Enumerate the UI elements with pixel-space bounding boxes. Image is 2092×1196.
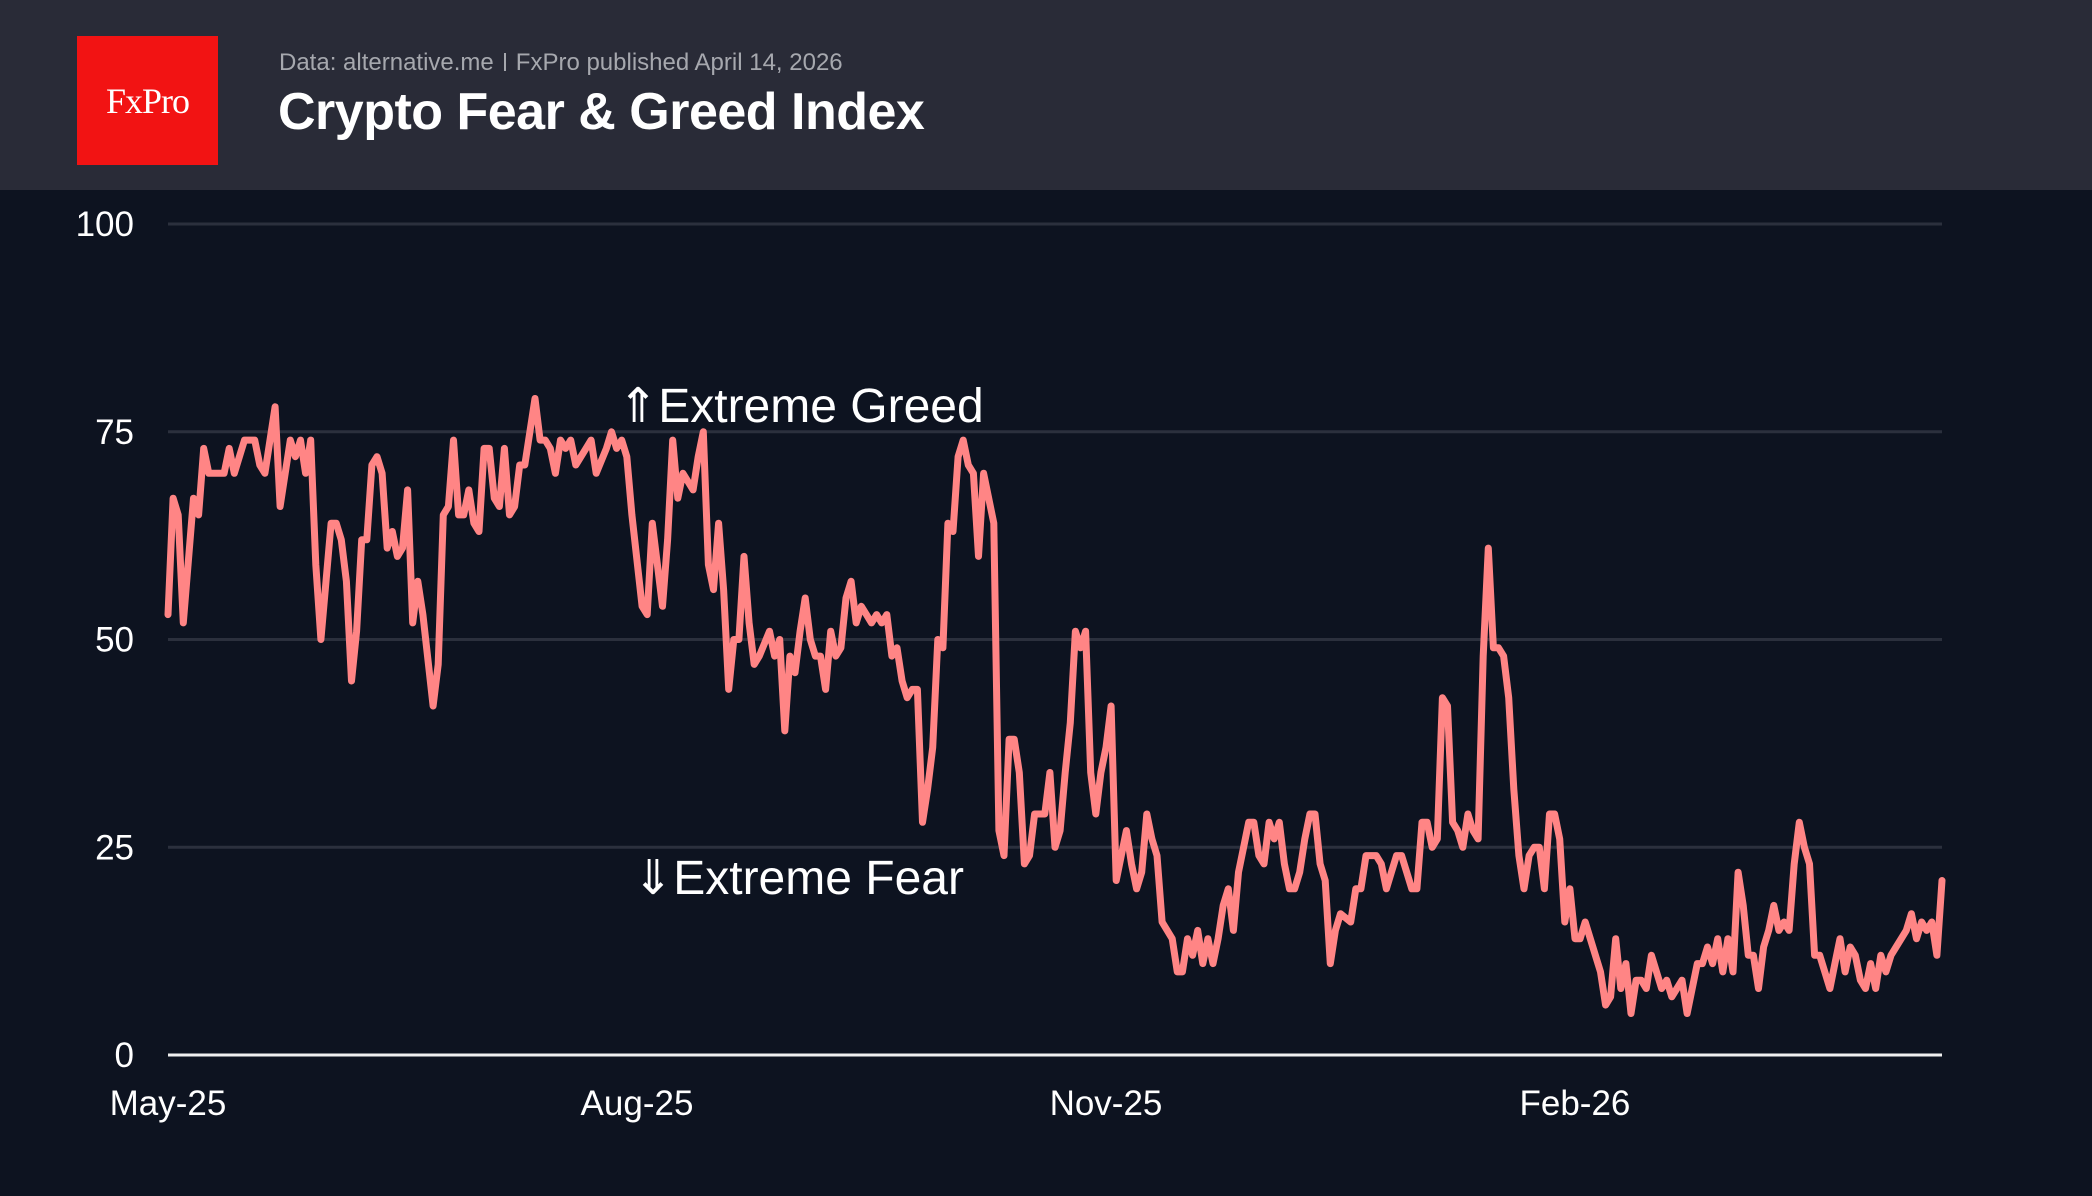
x-tick-label: May-25 xyxy=(110,1084,227,1123)
x-tick-label: Nov-25 xyxy=(1050,1084,1163,1123)
data-source: Data: alternative.me xyxy=(279,49,494,76)
published-date: FxPro published April 14, 2026 xyxy=(515,49,843,76)
fxpro-logo: FxPro xyxy=(77,36,218,165)
subtitle: Data: alternative.me FxPro published Apri… xyxy=(279,49,843,77)
y-tick-label: 0 xyxy=(115,1036,134,1075)
y-tick-label: 75 xyxy=(95,413,134,452)
header: FxPro Data: alternative.me FxPro publishe… xyxy=(0,0,2092,190)
y-tick-label: 100 xyxy=(76,205,134,244)
extreme-greed-annotation: ⇑Extreme Greed xyxy=(618,380,984,433)
separator xyxy=(503,53,506,71)
extreme-fear-annotation: ⇓Extreme Fear xyxy=(633,852,964,905)
x-tick-label: Aug-25 xyxy=(581,1084,694,1123)
series-line xyxy=(164,395,1946,1017)
page-title: Crypto Fear & Greed Index xyxy=(278,83,925,141)
x-tick-label: Feb-26 xyxy=(1520,1084,1631,1123)
y-tick-label: 50 xyxy=(95,621,134,660)
y-tick-label: 25 xyxy=(95,828,134,867)
logo-text: FxPro xyxy=(105,80,190,121)
